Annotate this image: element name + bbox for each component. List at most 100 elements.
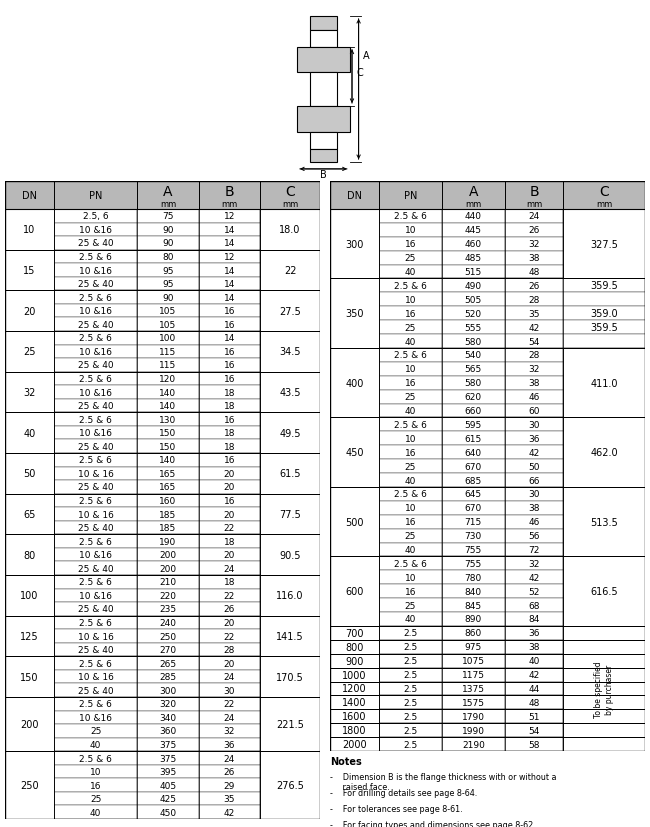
Bar [199, 670, 260, 684]
Bar [199, 345, 260, 359]
Bar [5, 291, 54, 304]
Bar [5, 629, 54, 643]
Bar [442, 376, 505, 390]
Bar [563, 654, 645, 668]
Bar [442, 696, 505, 710]
Text: 36: 36 [528, 629, 539, 638]
Text: 125: 125 [20, 631, 39, 641]
Bar [505, 543, 563, 557]
Text: 615: 615 [465, 434, 482, 443]
Text: 30: 30 [224, 686, 235, 695]
Bar [330, 681, 379, 696]
Text: 32: 32 [528, 240, 539, 249]
Bar [137, 480, 199, 494]
Text: 50: 50 [23, 469, 36, 479]
Bar [5, 697, 54, 751]
Bar [5, 277, 54, 291]
Text: 68: 68 [528, 601, 539, 609]
Bar [54, 710, 137, 724]
Bar [137, 602, 199, 616]
Bar [379, 293, 442, 307]
Bar [442, 640, 505, 654]
Text: mm: mm [282, 199, 298, 208]
Text: 65: 65 [23, 509, 36, 519]
Text: 150: 150 [20, 672, 38, 681]
Bar [442, 418, 505, 432]
Bar [5, 657, 54, 670]
Text: 60: 60 [528, 407, 539, 415]
Text: 2.5: 2.5 [403, 670, 417, 679]
Bar [442, 280, 505, 293]
Text: 2.5 & 6: 2.5 & 6 [79, 294, 112, 302]
Bar [5, 670, 54, 684]
Bar [260, 291, 320, 304]
Text: 90: 90 [162, 226, 174, 235]
Bar [54, 616, 137, 629]
Text: 200: 200 [159, 564, 177, 573]
Text: 25: 25 [405, 393, 416, 402]
Bar [260, 738, 320, 751]
Bar [330, 501, 379, 515]
Text: 95: 95 [162, 266, 174, 275]
Bar [563, 696, 645, 710]
Text: 40: 40 [528, 657, 539, 666]
Text: 20: 20 [224, 469, 235, 478]
Bar [54, 304, 137, 318]
Text: 130: 130 [159, 415, 177, 424]
Bar [379, 460, 442, 474]
Bar [563, 280, 645, 293]
Bar [563, 390, 645, 404]
Text: 780: 780 [465, 573, 482, 582]
Text: A: A [363, 51, 370, 61]
Text: 25 & 40: 25 & 40 [78, 361, 113, 370]
Bar [54, 778, 137, 792]
Bar [137, 792, 199, 805]
Bar [330, 390, 379, 404]
Text: 1800: 1800 [342, 725, 367, 735]
Text: C: C [356, 68, 363, 78]
Text: 250: 250 [20, 780, 39, 790]
Text: 2.5 & 6: 2.5 & 6 [394, 351, 427, 360]
Text: 42: 42 [528, 670, 539, 679]
Bar [442, 404, 505, 418]
Bar [5, 657, 54, 697]
Text: 845: 845 [465, 601, 482, 609]
Bar [379, 501, 442, 515]
Text: 12: 12 [224, 212, 235, 221]
Bar [5, 751, 54, 819]
Text: -    Dimension B is the flange thickness with or without a
     raised face.: - Dimension B is the flange thickness wi… [330, 772, 556, 791]
Text: 80: 80 [23, 550, 36, 560]
Bar [330, 474, 379, 487]
Text: 25: 25 [405, 323, 416, 332]
Text: 359.0: 359.0 [590, 308, 618, 319]
Bar [379, 348, 442, 362]
Bar [505, 251, 563, 265]
Bar [260, 251, 320, 264]
Bar [54, 237, 137, 251]
Text: 18: 18 [224, 442, 235, 452]
Text: 22: 22 [224, 700, 235, 709]
Bar [379, 515, 442, 529]
Text: 115: 115 [159, 361, 177, 370]
Bar [137, 318, 199, 332]
Bar [54, 562, 137, 576]
Bar [137, 576, 199, 589]
Text: 10: 10 [90, 767, 101, 776]
Bar [5, 548, 54, 562]
Text: 2.5 & 6: 2.5 & 6 [79, 334, 112, 343]
Bar [5, 413, 54, 427]
Text: 140: 140 [159, 388, 177, 397]
Bar [5, 589, 54, 602]
Text: 141.5: 141.5 [276, 631, 304, 641]
Bar [505, 404, 563, 418]
Bar [137, 440, 199, 453]
Text: 440: 440 [465, 213, 482, 221]
Bar [137, 467, 199, 480]
Bar [505, 668, 563, 681]
Bar [379, 446, 442, 460]
Text: 220: 220 [159, 591, 177, 600]
Bar [199, 508, 260, 521]
Bar [199, 223, 260, 237]
Text: 16: 16 [224, 456, 235, 465]
Text: 25 & 40: 25 & 40 [78, 402, 113, 410]
